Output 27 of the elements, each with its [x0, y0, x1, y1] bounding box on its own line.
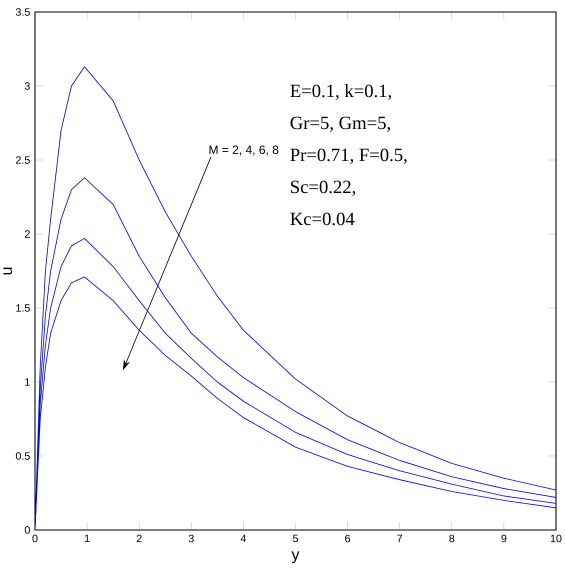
annotation: Sc=0.22,	[291, 180, 356, 196]
annotation: Kc=0.04	[290, 212, 354, 226]
y-tick-label: 1.5	[16, 304, 30, 312]
x-tick-label: 6	[345, 534, 350, 542]
annotation: M = 2, 4, 6, 8	[210, 146, 278, 156]
x-axis-title: y	[292, 551, 300, 564]
annotation: E=0.1, k=0.1,	[290, 84, 392, 100]
x-tick-label: 8	[449, 534, 454, 542]
x-tick-label: 9	[501, 534, 506, 542]
y-tick-label: 3.5	[16, 8, 30, 16]
x-tick-label: 10	[550, 534, 562, 542]
y-tick-label: 2	[24, 230, 30, 238]
annotation: Pr=0.71, F=0.5,	[290, 148, 407, 164]
x-tick-label: 1	[84, 534, 90, 542]
x-tick-label: 3	[188, 534, 194, 542]
y-tick-label: 3	[24, 82, 30, 90]
x-tick-label: 7	[397, 534, 402, 542]
y-tick-label: 2.5	[16, 156, 30, 164]
x-tick-label: 5	[292, 534, 298, 542]
x-tick-label: 2	[136, 534, 142, 542]
y-axis-title: u	[3, 268, 12, 274]
y-tick-label: 0	[24, 526, 30, 534]
y-tick-label: 1	[25, 378, 30, 386]
x-tick-label: 4	[240, 534, 246, 542]
x-tick-label: 0	[32, 534, 38, 542]
annotation: Gr=5, Gm=5,	[290, 116, 390, 132]
y-tick-label: 0.5	[16, 452, 30, 460]
